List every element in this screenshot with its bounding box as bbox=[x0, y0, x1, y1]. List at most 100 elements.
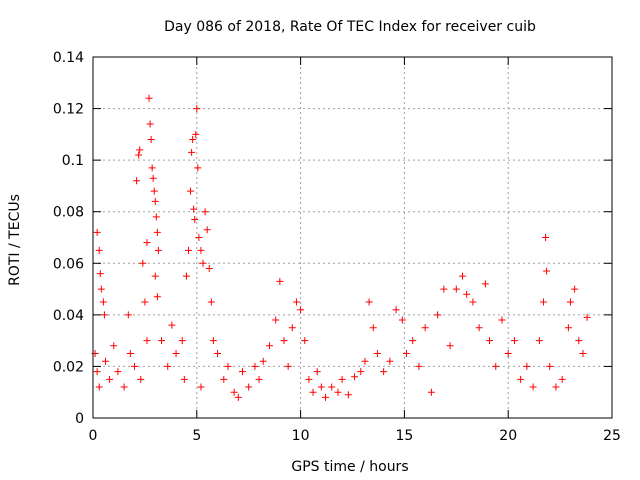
data-point bbox=[571, 285, 579, 293]
data-point bbox=[136, 146, 144, 154]
data-point bbox=[214, 350, 222, 358]
y-tick-label: 0.08 bbox=[53, 205, 84, 221]
chart-title: Day 086 of 2018, Rate Of TEC Index for r… bbox=[164, 19, 536, 35]
data-point bbox=[288, 324, 296, 332]
plot-frame bbox=[92, 56, 613, 419]
data-point bbox=[313, 368, 321, 376]
data-point bbox=[110, 342, 118, 350]
data-point bbox=[351, 373, 359, 381]
data-point bbox=[583, 313, 591, 321]
data-point bbox=[133, 177, 141, 185]
data-point bbox=[143, 239, 151, 247]
data-point bbox=[365, 298, 373, 306]
data-point bbox=[203, 226, 211, 234]
data-point bbox=[255, 375, 263, 383]
data-point bbox=[194, 164, 202, 172]
data-point bbox=[124, 311, 132, 319]
data-point bbox=[546, 362, 554, 370]
data-point bbox=[93, 368, 101, 376]
data-point bbox=[153, 228, 161, 236]
y-axis-label: ROTI / TECUs bbox=[7, 194, 23, 286]
x-tick-label: 0 bbox=[89, 428, 98, 444]
data-point bbox=[398, 316, 406, 324]
data-point bbox=[373, 350, 381, 358]
data-point bbox=[143, 337, 151, 345]
data-point bbox=[434, 311, 442, 319]
y-tick-label: 0.02 bbox=[53, 359, 84, 375]
data-point bbox=[492, 362, 500, 370]
data-point bbox=[180, 375, 188, 383]
data-point bbox=[575, 337, 583, 345]
data-point bbox=[469, 298, 477, 306]
data-point bbox=[276, 277, 284, 285]
data-point bbox=[238, 368, 246, 376]
data-point bbox=[542, 234, 550, 241]
data-point bbox=[187, 187, 195, 195]
data-point bbox=[188, 148, 196, 156]
data-point bbox=[139, 259, 147, 267]
data-point bbox=[99, 298, 107, 306]
data-point bbox=[168, 321, 176, 329]
data-point bbox=[153, 293, 161, 301]
data-point bbox=[543, 267, 551, 275]
data-point bbox=[182, 272, 190, 280]
data-point bbox=[137, 375, 145, 383]
data-point bbox=[328, 383, 336, 391]
x-tick-label: 15 bbox=[395, 428, 413, 444]
data-point bbox=[158, 337, 166, 345]
data-point bbox=[280, 337, 288, 345]
data-point bbox=[579, 350, 587, 358]
data-point bbox=[427, 388, 435, 396]
data-point bbox=[178, 337, 186, 345]
data-point bbox=[446, 342, 454, 350]
data-point bbox=[259, 357, 267, 365]
data-point bbox=[193, 105, 201, 113]
data-point bbox=[195, 234, 203, 241]
data-point bbox=[552, 383, 560, 391]
data-point bbox=[230, 388, 238, 396]
data-point bbox=[145, 94, 153, 102]
x-axis-label: GPS time / hours bbox=[291, 459, 408, 475]
data-point bbox=[369, 324, 377, 332]
data-point bbox=[564, 324, 572, 332]
data-point bbox=[338, 375, 346, 383]
data-point bbox=[251, 362, 259, 370]
data-point bbox=[197, 383, 205, 391]
data-point bbox=[114, 368, 122, 376]
data-point bbox=[164, 362, 172, 370]
axes: 0 5 10 15 20 25 0 0.02 0.04 0.06 0.08 0.1 0.12 0.14 bbox=[53, 50, 621, 444]
data-point bbox=[292, 298, 300, 306]
data-point bbox=[523, 362, 531, 370]
data-point bbox=[234, 393, 242, 401]
data-point bbox=[135, 151, 143, 159]
data-point bbox=[152, 213, 160, 221]
y-tick-label: 0.04 bbox=[53, 308, 84, 324]
data-point bbox=[322, 393, 330, 401]
data-point bbox=[224, 362, 232, 370]
data-point bbox=[421, 324, 429, 332]
data-point bbox=[452, 285, 460, 293]
data-point bbox=[402, 350, 410, 358]
data-point bbox=[199, 259, 207, 267]
data-point bbox=[357, 368, 365, 376]
data-point bbox=[510, 337, 518, 345]
data-point bbox=[440, 285, 448, 293]
data-point bbox=[192, 130, 200, 138]
data-point bbox=[486, 337, 494, 345]
data-point bbox=[535, 337, 543, 345]
data-point bbox=[154, 246, 162, 254]
data-point bbox=[309, 388, 317, 396]
data-point bbox=[126, 350, 134, 358]
data-point bbox=[361, 357, 369, 365]
y-tick-label: 0.06 bbox=[53, 256, 84, 272]
data-point bbox=[305, 375, 313, 383]
data-point bbox=[95, 246, 103, 254]
data-point bbox=[207, 298, 215, 306]
data-point bbox=[415, 362, 423, 370]
data-point bbox=[151, 197, 159, 205]
data-point bbox=[463, 290, 471, 298]
data-point bbox=[97, 285, 105, 293]
data-point bbox=[172, 350, 180, 358]
data-point bbox=[95, 383, 103, 391]
